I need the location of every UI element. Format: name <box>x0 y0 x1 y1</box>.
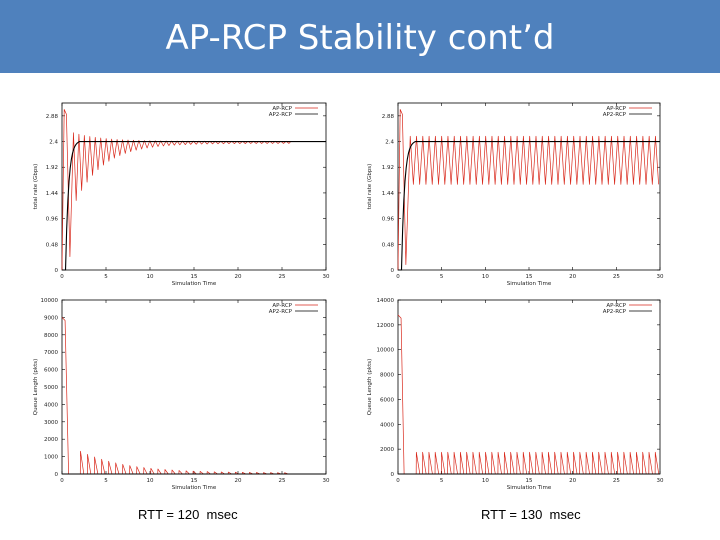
x-tick-label: 25 <box>279 274 286 280</box>
y-tick-label: 0.96 <box>382 217 395 223</box>
x-tick-label: 10 <box>147 478 154 484</box>
x-tick-label: 25 <box>613 274 620 280</box>
y-tick-label: 1.92 <box>382 165 394 171</box>
series-line-ap2-rcp <box>62 140 326 271</box>
y-tick-label: 2.88 <box>382 114 395 120</box>
y-tick-label: 14000 <box>377 298 395 304</box>
x-tick-label: 15 <box>526 274 533 280</box>
x-tick-label: 20 <box>569 274 576 280</box>
y-tick-label: 9000 <box>44 315 58 321</box>
chart-rate-rtt120: 0 5 10 15 20 25 30 0 0.48 0.96 1.44 1.92 2.4 2.88 Simu… <box>33 102 330 287</box>
x-tick-label: 30 <box>323 478 330 484</box>
y-axis-label: Queue Length (pkts) <box>367 359 373 416</box>
series-line-ap-rcp <box>397 314 660 475</box>
y-tick-label: 2000 <box>44 437 58 443</box>
series-line-ap-rcp <box>397 109 659 271</box>
y-tick-label: 0.48 <box>46 242 59 248</box>
x-tick-label: 15 <box>191 478 198 484</box>
y-tick-label: 0.96 <box>46 217 59 223</box>
legend-label: AP-RCP <box>272 106 292 112</box>
series-line-ap-rcp <box>61 317 289 475</box>
x-tick-label: 10 <box>482 478 489 484</box>
y-tick-label: 0.48 <box>382 242 395 248</box>
y-tick-label: 2.4 <box>385 140 394 146</box>
x-tick-label: 0 <box>60 274 64 280</box>
x-tick-label: 10 <box>147 274 154 280</box>
y-tick-label: 2.88 <box>46 114 59 120</box>
x-tick-label: 30 <box>657 478 664 484</box>
chart-queue-rtt130: 0 5 10 15 20 25 30 0 2000 4000 6000 8000 10000 12000 1… <box>367 298 664 491</box>
x-tick-label: 20 <box>235 274 242 280</box>
y-tick-label: 2.4 <box>49 140 58 146</box>
x-tick-label: 30 <box>657 274 664 280</box>
x-tick-label: 5 <box>104 274 108 280</box>
legend-label: AP2-RCP <box>269 309 293 315</box>
x-tick-label: 25 <box>613 478 620 484</box>
legend-label: AP2-RCP <box>603 112 627 118</box>
plot-frame <box>397 102 661 271</box>
y-tick-label: 0 <box>391 472 395 478</box>
y-tick-label: 7000 <box>44 350 58 356</box>
x-tick-label: 5 <box>440 274 444 280</box>
series-line-ap-rcp <box>61 109 292 271</box>
y-tick-label: 4000 <box>380 422 394 428</box>
x-tick-label: 5 <box>104 478 108 484</box>
x-tick-label: 5 <box>440 478 444 484</box>
legend-label: AP-RCP <box>272 303 292 309</box>
y-tick-label: 12000 <box>377 323 395 329</box>
x-tick-label: 10 <box>482 274 489 280</box>
y-tick-label: 1.92 <box>46 165 58 171</box>
x-tick-label: 0 <box>60 478 64 484</box>
x-tick-label: 15 <box>526 478 533 484</box>
x-axis-label: Simulation Time <box>172 485 217 491</box>
x-tick-label: 15 <box>191 274 198 280</box>
x-tick-label: 20 <box>569 478 576 484</box>
legend-label: AP-RCP <box>606 303 626 309</box>
y-tick-label: 1000 <box>44 455 58 461</box>
y-tick-label: 3000 <box>44 420 58 426</box>
caption-rtt130: RTT = 130 msec <box>481 507 581 522</box>
chart-queue-rtt120: 0 5 10 15 20 25 30 0 1000 2000 3000 4000 5000 6000 700… <box>33 298 330 491</box>
y-tick-label: 10000 <box>377 348 395 354</box>
x-tick-label: 0 <box>396 274 400 280</box>
caption-rtt120: RTT = 120 msec <box>138 507 238 522</box>
x-tick-label: 20 <box>235 478 242 484</box>
y-tick-label: 8000 <box>380 373 394 379</box>
y-tick-label: 1.44 <box>382 191 395 197</box>
chart-rate-rtt130: 0 5 10 15 20 25 30 0 0.48 0.96 1.44 1.92 2.4 2.88 Simu… <box>367 102 664 287</box>
y-tick-label: 0 <box>55 472 59 478</box>
slide-title: AP-RCP Stability cont’d <box>165 18 555 58</box>
y-tick-label: 8000 <box>44 333 58 339</box>
title-bar <box>0 0 720 73</box>
y-tick-label: 6000 <box>44 368 58 374</box>
x-axis-label: Simulation Time <box>507 281 552 287</box>
x-axis-label: Simulation Time <box>507 485 552 491</box>
series-line-ap2-rcp <box>398 140 660 271</box>
plot-frame <box>61 299 327 475</box>
y-axis-label: Queue Length (pkts) <box>33 359 39 416</box>
legend-label: AP-RCP <box>606 106 626 112</box>
y-tick-label: 4000 <box>44 402 58 408</box>
legend-label: AP2-RCP <box>603 309 627 315</box>
plot-frame <box>397 299 661 475</box>
y-tick-label: 5000 <box>44 385 58 391</box>
y-tick-label: 6000 <box>380 397 394 403</box>
y-tick-label: 2000 <box>380 447 394 453</box>
legend-label: AP2-RCP <box>269 112 293 118</box>
y-tick-label: 10000 <box>41 298 59 304</box>
y-tick-label: 0 <box>391 268 395 274</box>
y-axis-label: total rate (Gbps) <box>367 164 373 210</box>
x-tick-label: 0 <box>396 478 400 484</box>
x-tick-label: 25 <box>279 478 286 484</box>
y-tick-label: 0 <box>55 268 59 274</box>
y-axis-label: total rate (Gbps) <box>33 164 39 210</box>
plot-frame <box>61 102 327 271</box>
x-axis-label: Simulation Time <box>172 281 217 287</box>
y-tick-label: 1.44 <box>46 191 59 197</box>
x-tick-label: 30 <box>323 274 330 280</box>
